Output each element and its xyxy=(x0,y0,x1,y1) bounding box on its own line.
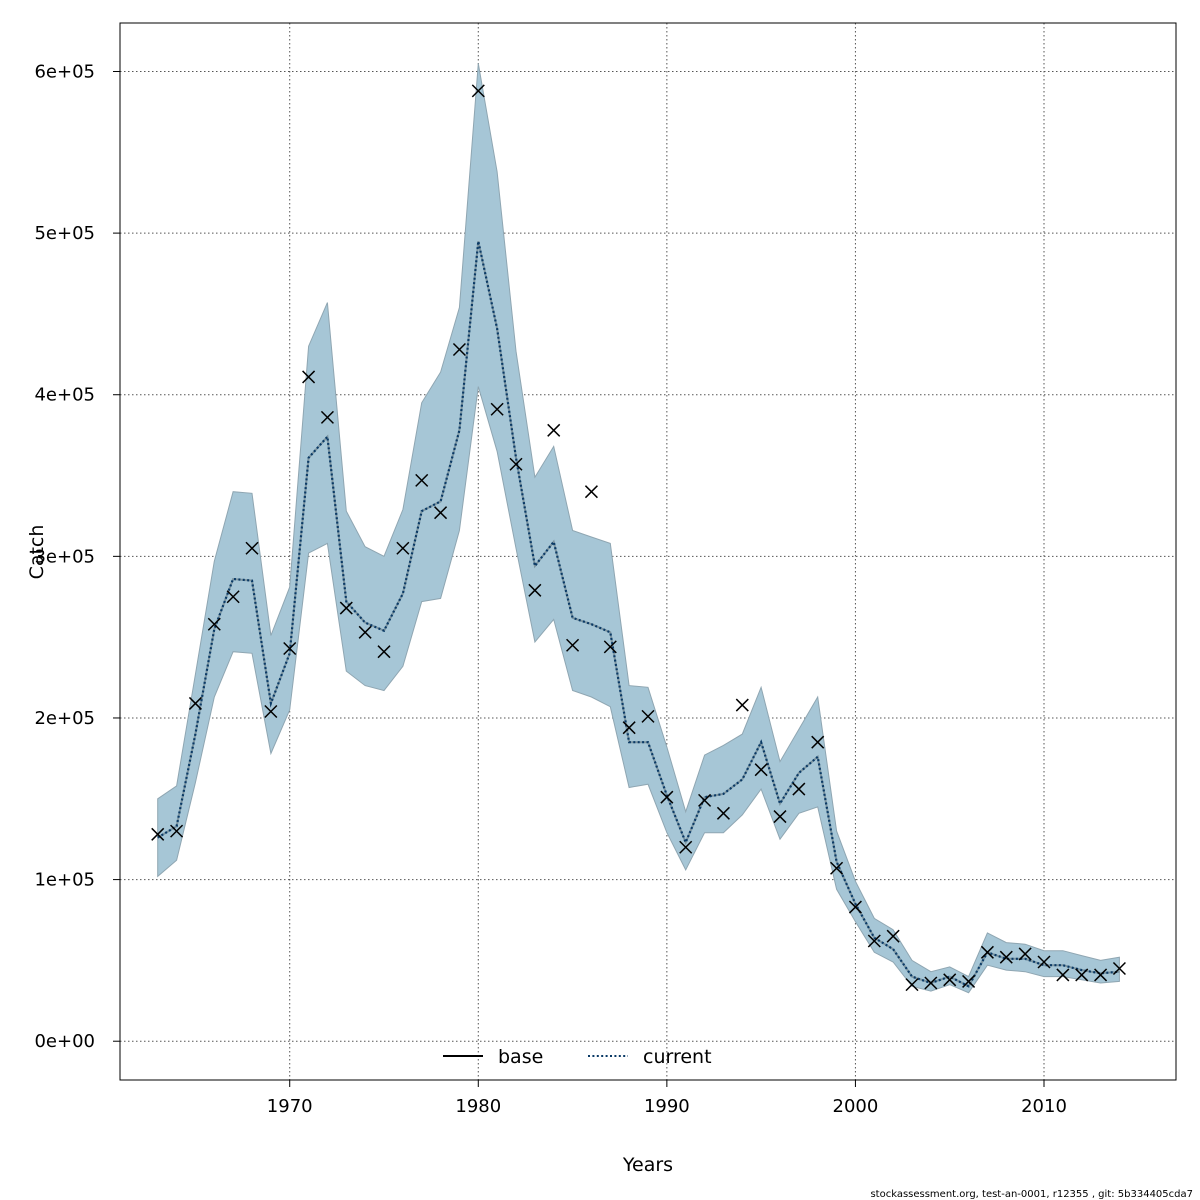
observation-2003 xyxy=(905,978,919,992)
observation-1974 xyxy=(358,625,372,639)
observation-1995 xyxy=(754,763,768,777)
observation-2002 xyxy=(886,929,900,943)
x-tick-label-1990: 1990 xyxy=(644,1096,690,1117)
observation-2012 xyxy=(1075,968,1089,982)
observation-2005 xyxy=(943,973,957,987)
y-tick-label-500000: 5e+05 xyxy=(34,223,95,244)
observation-1981 xyxy=(490,402,504,416)
observation-1994 xyxy=(735,698,749,712)
grid-lines xyxy=(120,23,1176,1080)
observation-1988 xyxy=(622,721,636,735)
observation-1969 xyxy=(264,704,278,719)
observation-1990 xyxy=(660,790,674,804)
observation-1984 xyxy=(547,423,561,437)
observation-1975 xyxy=(377,645,391,659)
observation-2014 xyxy=(1112,961,1126,976)
y-tick-label-100000: 1e+05 xyxy=(34,870,95,891)
plot-frame xyxy=(119,22,1177,1081)
observation-1989 xyxy=(641,709,655,723)
x-tick-label-2010: 2010 xyxy=(1021,1096,1067,1117)
observation-1991 xyxy=(679,840,693,854)
observation-1982 xyxy=(509,457,523,471)
observation-1980 xyxy=(471,84,485,98)
observation-2011 xyxy=(1056,968,1070,982)
observation-1970 xyxy=(283,641,297,656)
observation-1997 xyxy=(792,782,806,796)
observation-2008 xyxy=(999,950,1013,964)
observation-1972 xyxy=(320,410,334,424)
observation-2013 xyxy=(1094,968,1108,982)
observation-1985 xyxy=(566,638,580,652)
observation-2000 xyxy=(848,900,862,914)
x-tick-label-1980: 1980 xyxy=(455,1096,501,1117)
observation-1973 xyxy=(339,601,353,615)
observation-1967 xyxy=(226,590,240,604)
y-tick-label-200000: 2e+05 xyxy=(34,708,95,729)
observed-catch-points xyxy=(151,84,1126,992)
y-axis: 0e+00 1e+05 2e+05 3e+05 4e+05 5e+05 6e+05 xyxy=(34,61,120,1052)
legend: base current xyxy=(443,1046,712,1068)
observation-1996 xyxy=(773,810,787,824)
observation-1978 xyxy=(434,506,448,520)
series-line-base xyxy=(157,240,1120,988)
observation-2009 xyxy=(1018,947,1032,961)
observation-1977 xyxy=(415,473,429,487)
y-tick-label-0: 0e+00 xyxy=(34,1031,95,1052)
observation-1992 xyxy=(698,793,712,807)
footer-note: stockassessment.org, test-an-0001, r1235… xyxy=(870,1189,1193,1200)
observation-2006 xyxy=(962,974,976,988)
observation-1963 xyxy=(151,827,165,841)
y-tick-label-600000: 6e+05 xyxy=(34,61,95,82)
observation-1999 xyxy=(830,861,844,875)
legend-label-current: current xyxy=(643,1046,712,1068)
confidence-band xyxy=(157,63,1120,994)
y-tick-label-400000: 4e+05 xyxy=(34,385,95,406)
observation-2010 xyxy=(1037,955,1051,969)
observation-1964 xyxy=(170,824,184,838)
observation-1966 xyxy=(207,617,221,631)
observation-2001 xyxy=(867,934,881,948)
x-axis: 1970 1980 1990 2000 2010 xyxy=(267,1080,1067,1117)
observation-1987 xyxy=(603,640,617,654)
x-axis-title: Years xyxy=(622,1154,673,1176)
x-tick-label-2000: 2000 xyxy=(833,1096,879,1117)
observation-1998 xyxy=(811,735,825,749)
observation-2004 xyxy=(924,976,938,990)
observation-1983 xyxy=(528,583,542,597)
series-line-current xyxy=(157,240,1120,988)
y-tick-label-300000: 3e+05 xyxy=(34,546,95,567)
observation-1976 xyxy=(396,541,410,555)
y-axis-title: Catch xyxy=(26,525,48,580)
observation-1986 xyxy=(584,485,598,499)
observation-1968 xyxy=(245,541,259,555)
x-tick-label-1970: 1970 xyxy=(267,1096,313,1117)
legend-label-base: base xyxy=(498,1046,543,1068)
observation-1971 xyxy=(302,370,316,384)
observation-1979 xyxy=(452,342,466,357)
observation-1993 xyxy=(716,806,730,820)
observation-2007 xyxy=(980,945,994,959)
observation-1965 xyxy=(188,696,202,710)
